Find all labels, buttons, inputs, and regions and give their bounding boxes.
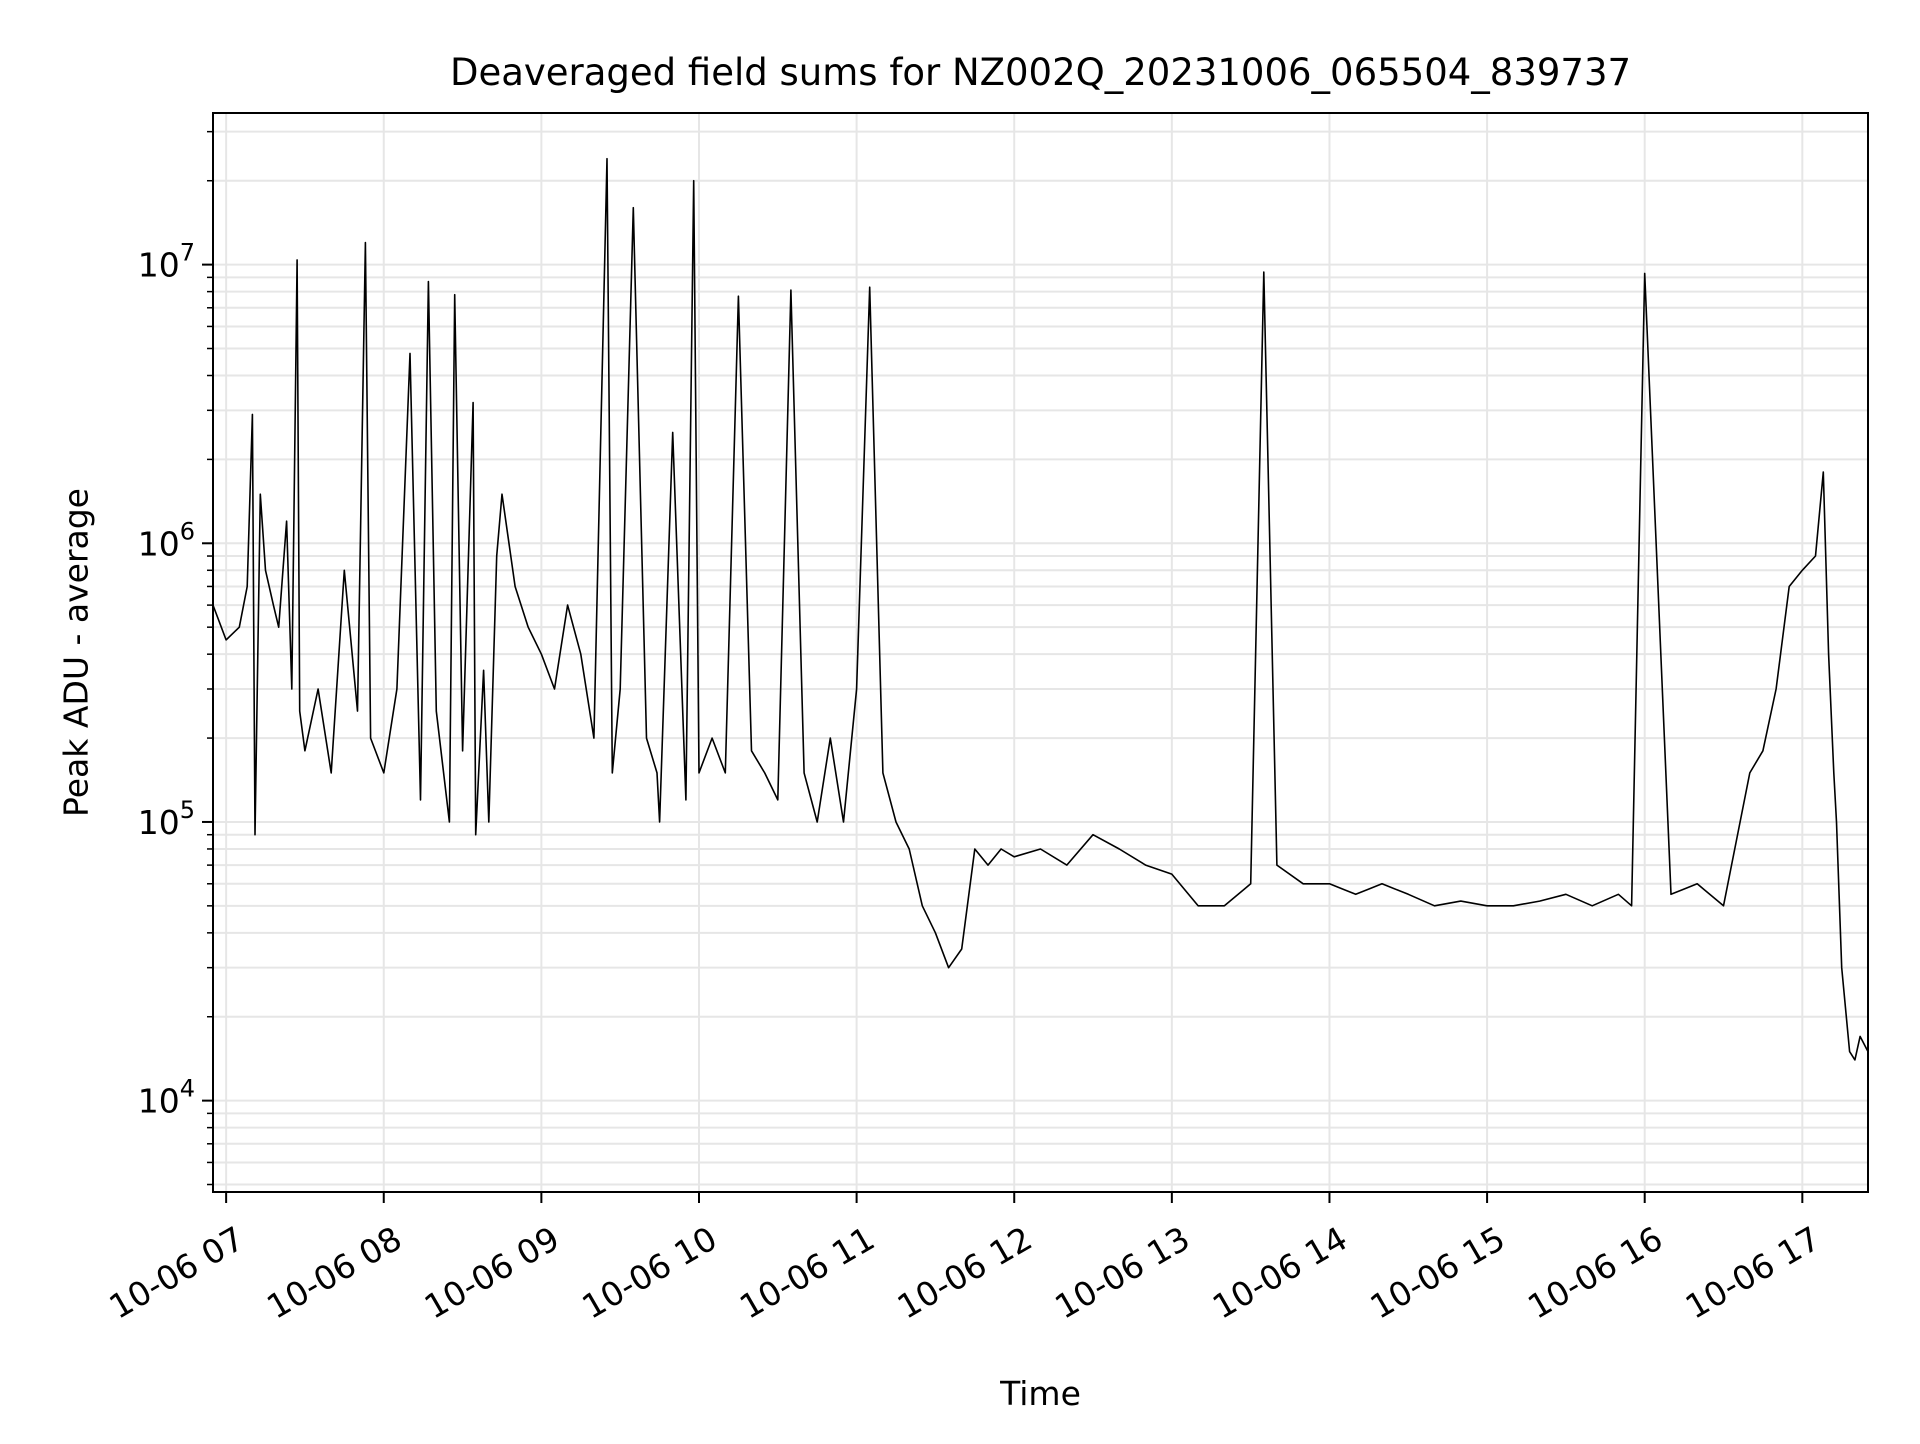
y-tick-exponent: 6 (180, 517, 195, 545)
series-line (212, 157, 1869, 1061)
series-layer (212, 157, 1869, 1061)
grid (213, 113, 1868, 1192)
y-tick-exponent: 5 (180, 796, 195, 824)
y-tick-exponent: 7 (180, 239, 195, 267)
plot-frame (212, 112, 1869, 1193)
x-axis-label: Time (999, 1374, 1081, 1413)
chart-title: Deaveraged field sums for NZ002Q_2023100… (450, 51, 1631, 94)
y-tick-exponent: 4 (180, 1075, 195, 1103)
y-axis-label: Peak ADU - average (57, 488, 96, 817)
